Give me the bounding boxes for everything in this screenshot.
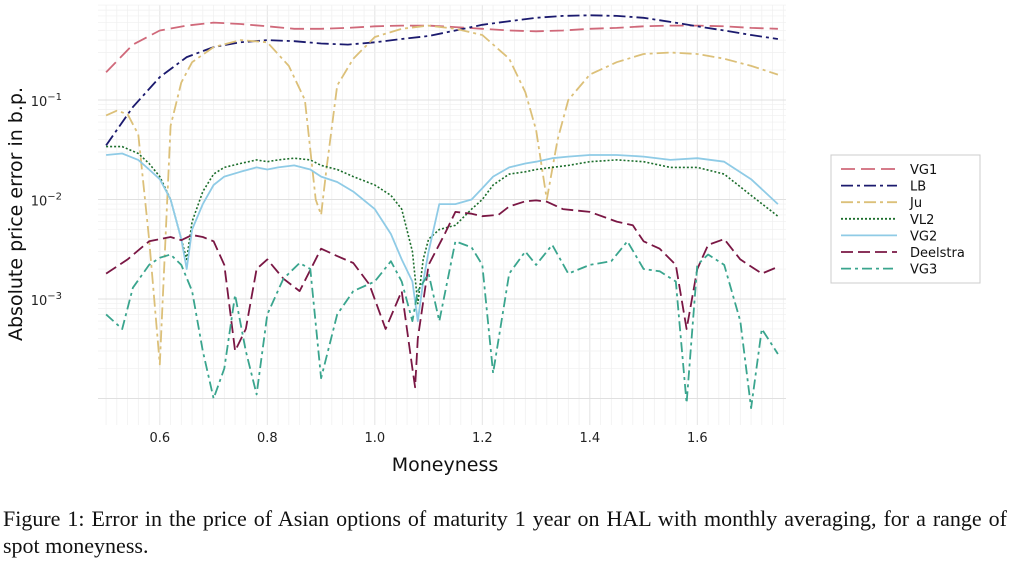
y-tick-label: 10−2 — [31, 192, 62, 210]
x-tick-label: 1.6 — [687, 431, 708, 446]
figure-caption: Figure 1: Error in the price of Asian op… — [3, 506, 1007, 558]
series-line-vg2 — [106, 152, 779, 322]
series-line-ju — [105, 24, 779, 366]
x-axis-label: Moneyness — [392, 454, 499, 476]
series-line-deelstra — [105, 199, 779, 389]
legend-label-vg3: VG3 — [910, 263, 937, 278]
series-lines — [105, 14, 779, 409]
y-tick-labels: 10−1 10−2 10−3 — [31, 92, 62, 309]
legend-label-lb: LB — [910, 180, 926, 195]
x-tick-labels: 0.6 0.8 1.0 1.2 1.4 1.6 — [149, 431, 707, 446]
series-line-vg3 — [105, 240, 779, 409]
x-tick-label: 0.6 — [149, 431, 170, 446]
x-tick-label: 1.4 — [579, 431, 600, 446]
legend-box — [830, 154, 981, 284]
grid-lines — [98, 4, 786, 425]
y-tick-label: 10−1 — [31, 92, 62, 110]
x-tick-label: 1.0 — [364, 431, 385, 446]
series-line-lb — [105, 14, 779, 146]
legend-label-vg1: VG1 — [910, 163, 937, 178]
y-tick-label: 10−3 — [31, 291, 62, 309]
x-tick-label: 1.2 — [472, 431, 493, 446]
y-axis-label: Absolute price error in b.p. — [5, 87, 27, 341]
legend-label-deelstra: Deelstra — [910, 246, 965, 261]
line-chart: 0.6 0.8 1.0 1.2 1.4 1.6 10−1 10−2 10−3 Moneynes… — [5, 4, 981, 476]
x-tick-label: 0.8 — [257, 431, 278, 446]
legend-label-vl2: VL2 — [910, 213, 934, 228]
legend-label-ju: Ju — [909, 196, 922, 211]
legend-label-vg2: VG2 — [910, 229, 937, 244]
series-line-vl2 — [106, 145, 779, 305]
